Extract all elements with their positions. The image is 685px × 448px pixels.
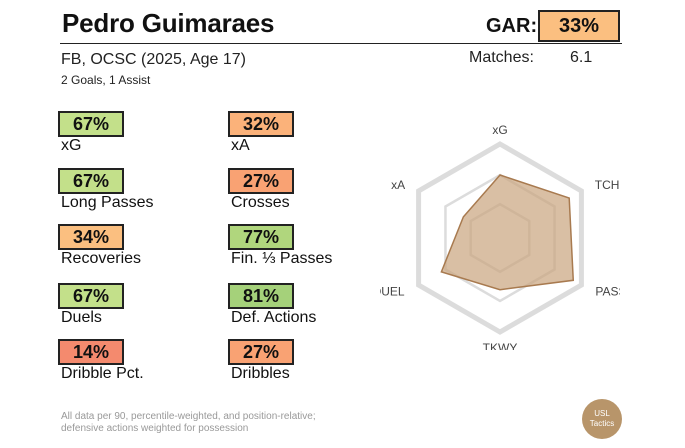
radar-axis-label: TKWY xyxy=(483,341,518,350)
metric-percentile-box: 67% xyxy=(58,111,124,137)
metric-tile: 32% xA xyxy=(228,111,294,155)
metric-label: Fin. ⅓ Passes xyxy=(231,250,333,267)
footer-note: All data per 90, percentile-weighted, an… xyxy=(61,411,316,435)
metric-tile: 67% Duels xyxy=(58,283,124,327)
usl-tactics-logo: USL Tactics xyxy=(582,399,622,439)
metric-tile: 27% Crosses xyxy=(228,168,294,212)
radar-axis-label: DUEL xyxy=(380,285,405,299)
logo-line-1: USL xyxy=(594,409,610,418)
metric-label: Long Passes xyxy=(61,194,154,211)
metric-tile: 67% Long Passes xyxy=(58,168,154,212)
footer-line-1: All data per 90, percentile-weighted, an… xyxy=(61,411,316,422)
header-divider xyxy=(60,43,622,44)
metric-label: xA xyxy=(231,137,250,154)
metric-tile: 67% xG xyxy=(58,111,124,155)
metric-label: Crosses xyxy=(231,194,290,211)
metric-percentile-box: 27% xyxy=(228,339,294,365)
metric-tile: 27% Dribbles xyxy=(228,339,294,383)
metric-percentile-box: 67% xyxy=(58,168,124,194)
radar-axis-label: xA xyxy=(391,178,405,192)
metric-label: Recoveries xyxy=(61,250,142,267)
footer-line-2: defensive actions weighted for possessio… xyxy=(61,423,249,434)
metric-percentile-box: 14% xyxy=(58,339,124,365)
radar-chart: xG TCH PASS TKWY DUEL xA xyxy=(380,123,620,350)
metric-label: Def. Actions xyxy=(231,309,317,326)
matches-value: 6.1 xyxy=(570,49,593,66)
metric-label: Dribble Pct. xyxy=(61,365,144,382)
radar-ring xyxy=(416,141,584,335)
matches-label: Matches: xyxy=(469,49,534,66)
metric-tile: 34% Recoveries xyxy=(58,224,141,268)
metric-tile: 77% Fin. ⅓ Passes xyxy=(228,224,332,268)
metric-percentile-box: 27% xyxy=(228,168,294,194)
metric-label: Dribbles xyxy=(231,365,290,382)
metric-label: Duels xyxy=(61,309,102,326)
logo-line-2: Tactics xyxy=(589,419,615,428)
player-name: Pedro Guimaraes xyxy=(62,8,275,38)
radar-axis-label: TCH xyxy=(595,178,620,192)
radar-axis-label: PASS xyxy=(595,285,620,299)
metric-percentile-box: 77% xyxy=(228,224,294,250)
radar-series-area xyxy=(440,174,575,291)
metric-percentile-box: 34% xyxy=(58,224,124,250)
metric-label: xG xyxy=(61,137,82,154)
metric-percentile-box: 67% xyxy=(58,283,124,309)
player-subtitle: FB, OCSC (2025, Age 17) xyxy=(61,51,246,68)
gar-value-badge: 33% xyxy=(538,10,620,42)
metric-tile: 81% Def. Actions xyxy=(228,283,316,327)
metric-percentile-box: 32% xyxy=(228,111,294,137)
metric-percentile-box: 81% xyxy=(228,283,294,309)
radar-axis-label: xG xyxy=(492,123,507,137)
goals-assists-line: 2 Goals, 1 Assist xyxy=(61,73,151,87)
gar-label: GAR: xyxy=(486,15,538,37)
metric-tile: 14% Dribble Pct. xyxy=(58,339,144,383)
